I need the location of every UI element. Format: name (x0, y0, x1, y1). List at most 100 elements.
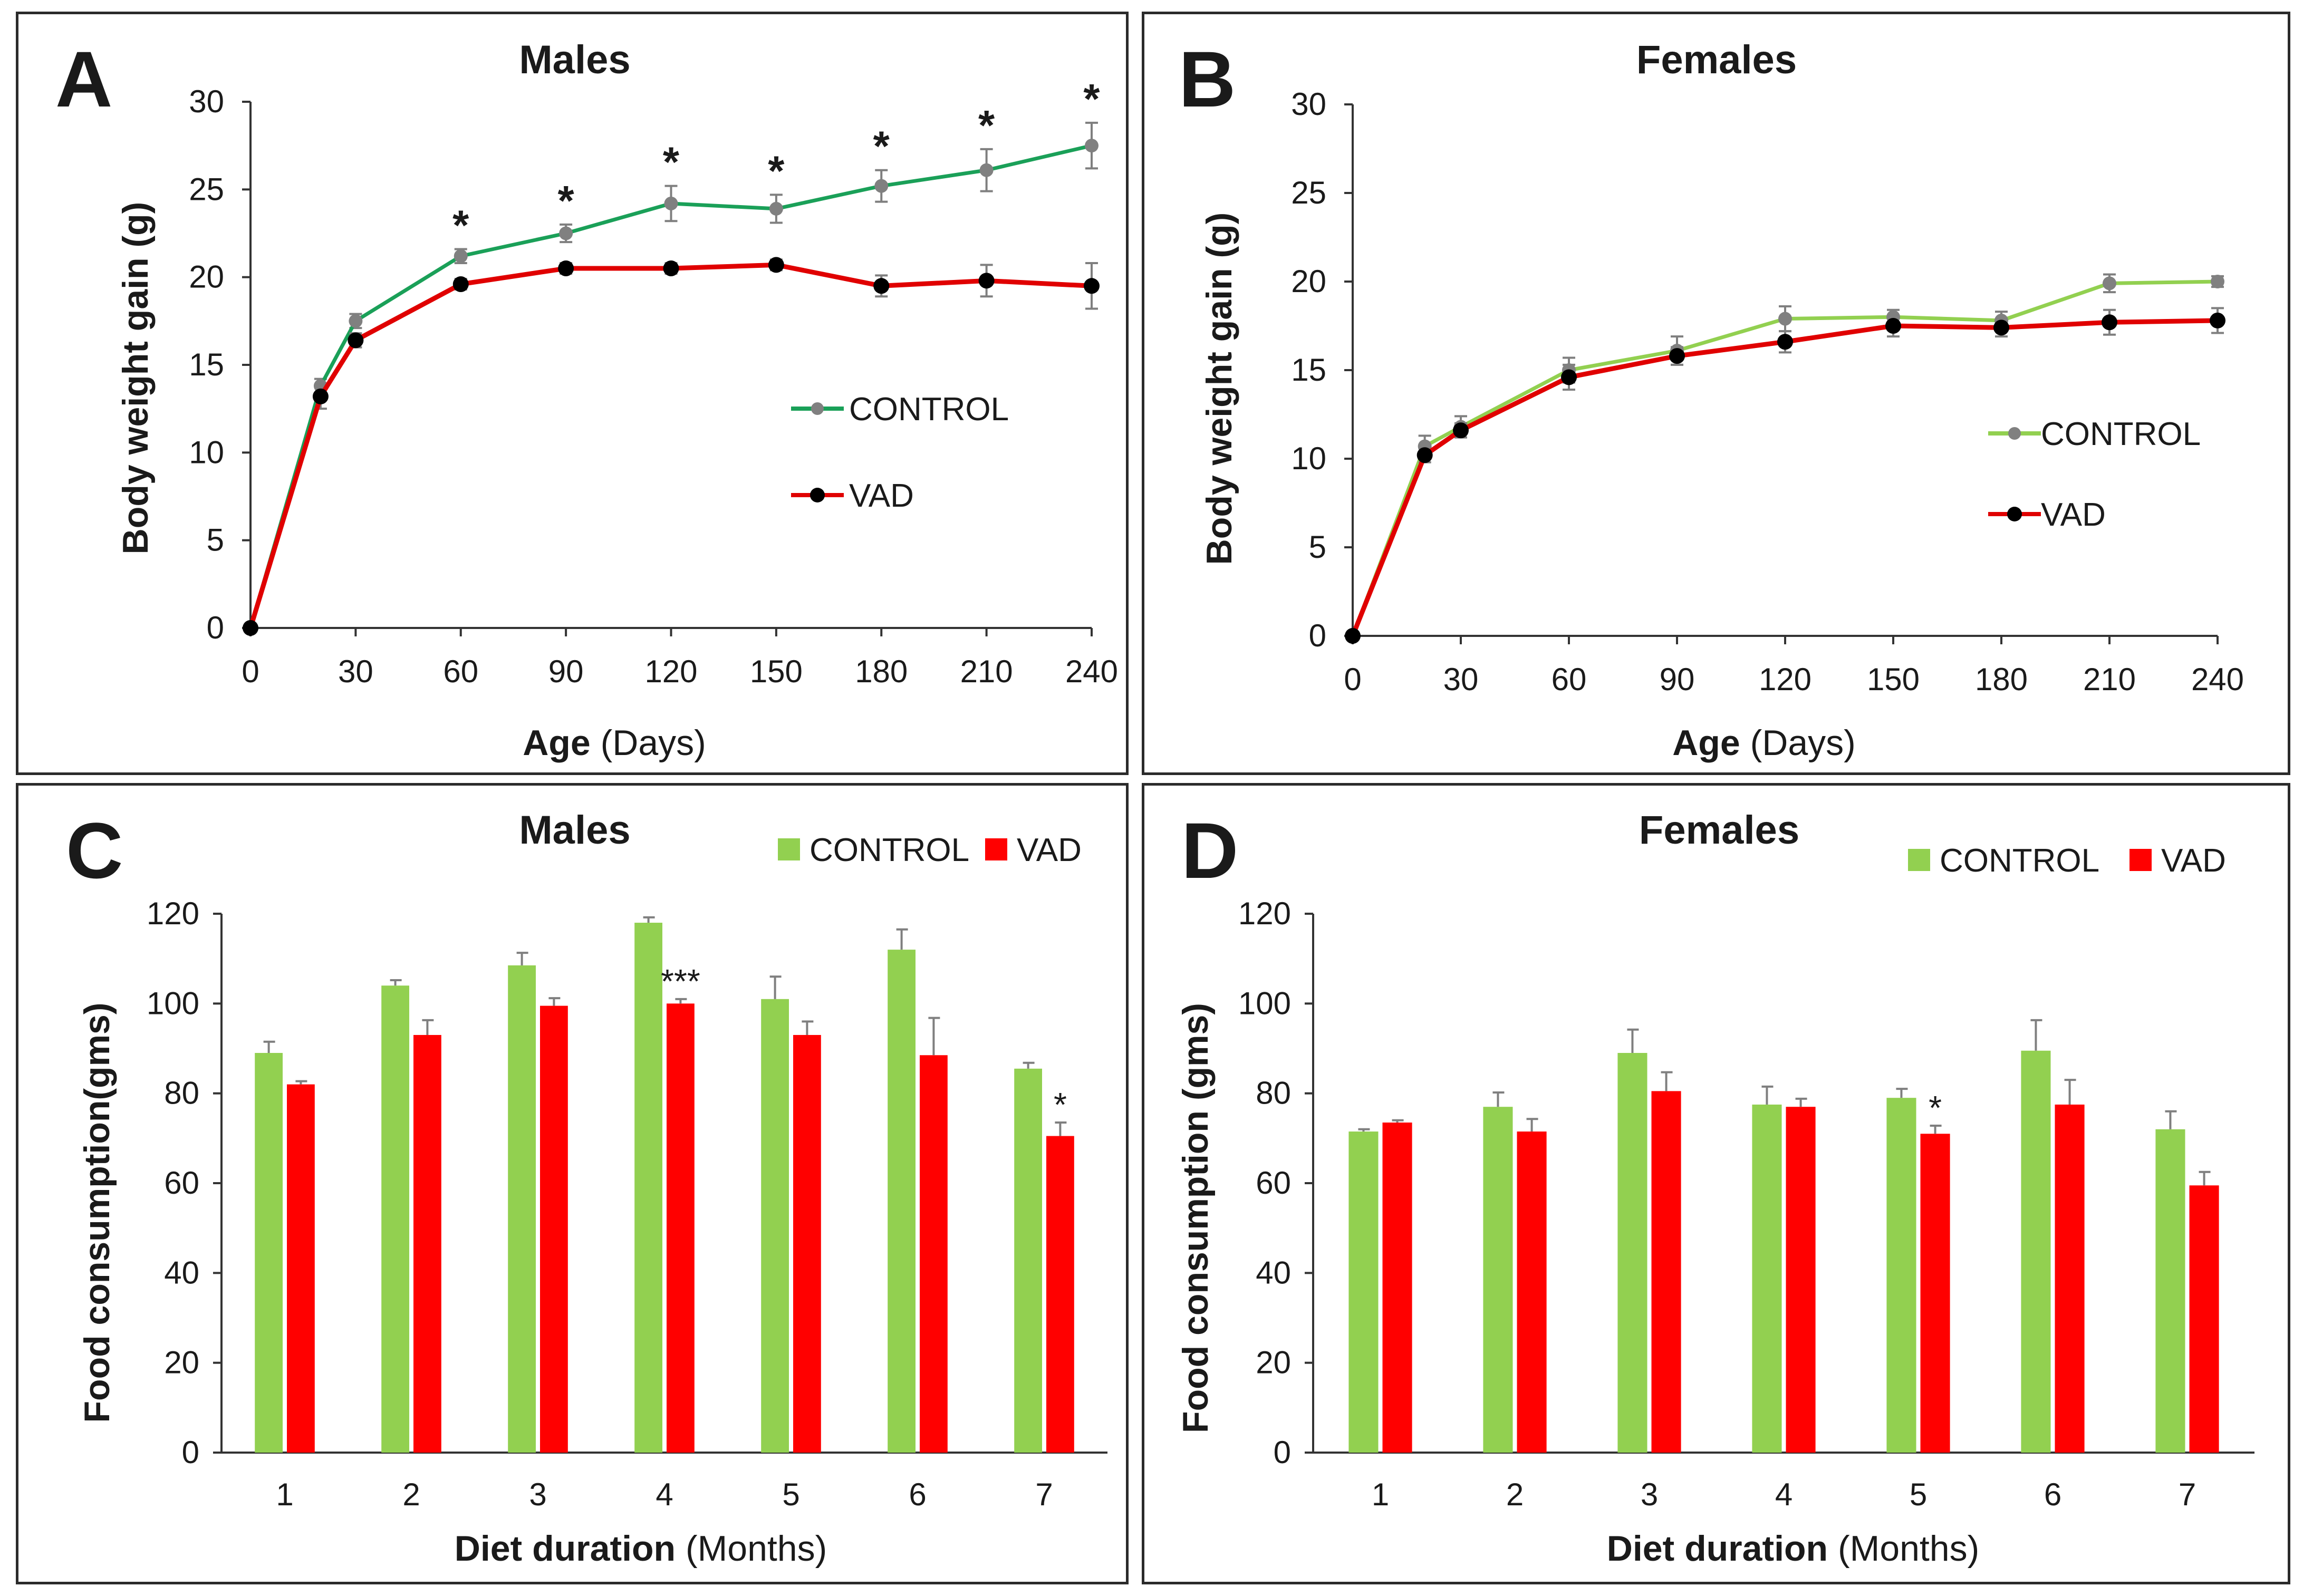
chart-a-control-line (248, 143, 1092, 628)
chart-d-y-tick-label: 0 (1274, 1435, 1291, 1470)
chart-b-x-tick-label: 150 (1867, 662, 1920, 697)
chart-a-significance-star: * (1083, 75, 1100, 122)
chart-c-control-bar (634, 923, 662, 1453)
chart-d-significance-star: * (1929, 1089, 1942, 1127)
legend-d-vad-label: VAD (2161, 843, 2226, 879)
chart-a-significance-star: * (452, 201, 469, 248)
legend-b-vad-marker (2007, 507, 2022, 521)
panel-a: A Males Body weight gain (g) Age (Days) … (16, 12, 1129, 775)
chart-c-control-bar (508, 965, 536, 1453)
chart-a-x-tick-label: 90 (548, 654, 584, 689)
chart-a-x-tick-label: 150 (750, 654, 803, 689)
chart-d-ylabel: Food consumption (gms) (1175, 1003, 1216, 1433)
chart-c-x-tick-label: 2 (402, 1477, 420, 1512)
chart-c-y-tick-label: 80 (164, 1076, 199, 1111)
chart-a-significance-star: * (978, 102, 995, 149)
chart-d-control-bar (1752, 1104, 1782, 1453)
chart-d-legend: CONTROL VAD (1908, 843, 2226, 879)
chart-a-vad-point (243, 620, 258, 636)
chart-c-y-tick-label: 60 (164, 1165, 199, 1201)
chart-c-x-tick-label: 1 (276, 1477, 293, 1512)
chart-c-svg: C Males Food consumption(gms) Diet durat… (66, 806, 1107, 1569)
chart-c-vad-bar (667, 1003, 695, 1453)
chart-d-y-tick-label: 40 (1256, 1255, 1291, 1290)
chart-c-vad-bar (540, 1005, 568, 1453)
chart-c-legend: CONTROL VAD (778, 832, 1082, 868)
chart-a-control-point (349, 314, 363, 328)
chart-a-vad-point (312, 388, 329, 404)
panel-letter-d: D (1181, 806, 1238, 895)
chart-d-y-tick-label: 60 (1256, 1165, 1291, 1201)
chart-c-title: Males (519, 808, 630, 853)
chart-a-legend: CONTROL VAD (791, 391, 1009, 514)
chart-c-vad-bar (1046, 1136, 1074, 1453)
chart-b-x-tick-label: 240 (2191, 662, 2244, 697)
chart-b-title: Females (1636, 37, 1797, 82)
legend-b-control-label: CONTROL (2041, 416, 2201, 452)
chart-a-title: Males (519, 37, 630, 82)
chart-b-control-line (1351, 279, 2218, 637)
chart-b-control-point (2211, 275, 2224, 288)
chart-c-control-bar (255, 1053, 283, 1453)
chart-b-y-tick-label: 10 (1291, 441, 1326, 476)
chart-c-vad-bar (793, 1034, 821, 1453)
chart-b-xlabel: Age (Days) (1672, 723, 1856, 763)
panel-d: D Females Food consumption (gms) Diet du… (1142, 783, 2290, 1584)
chart-d-y-tick-label: 80 (1256, 1076, 1291, 1111)
chart-a-y-tick-label: 10 (189, 434, 224, 470)
chart-a-vad-point (1084, 278, 1100, 294)
chart-d-x-tick-label: 6 (2044, 1477, 2061, 1512)
chart-a-y-tick-label: 30 (189, 84, 224, 119)
chart-a-significance-star: * (663, 139, 680, 186)
chart-b-x-tick-label: 120 (1759, 662, 1811, 697)
chart-b-vad-point (1885, 318, 1901, 334)
chart-d-y-tick-label: 100 (1238, 985, 1291, 1021)
chart-d-x-tick-label: 2 (1506, 1477, 1524, 1512)
chart-a-vad-line (248, 262, 1092, 629)
chart-a-vad-point (558, 260, 574, 277)
chart-d-title: Females (1639, 808, 1799, 853)
chart-d-plot: 0 20 40 60 80 100 120 1 2 3 4 5 6 7 * (1238, 896, 2254, 1512)
chart-d-xlabel: Diet duration (Months) (1607, 1529, 1980, 1569)
chart-a-control-point (979, 163, 994, 177)
chart-a-control-point (1085, 139, 1098, 153)
chart-a-control-point (664, 196, 678, 210)
chart-a-vad-point (978, 273, 995, 289)
chart-a-y-tick-label: 0 (207, 610, 224, 645)
chart-d-vad-bar (1920, 1134, 1950, 1453)
chart-c-vad-bar (287, 1084, 315, 1453)
chart-d-svg: D Females Food consumption (gms) Diet du… (1175, 806, 2254, 1569)
chart-d-vad-bar (1517, 1131, 1547, 1453)
chart-c-vad-bar (413, 1034, 441, 1453)
chart-b-x-tick-label: 0 (1344, 662, 1361, 697)
chart-b-ylabel: Body weight gain (g) (1199, 212, 1239, 565)
chart-b-y-tick-label: 0 (1309, 618, 1326, 653)
panel-letter-a: A (55, 35, 112, 123)
chart-a-control-point (769, 201, 783, 216)
chart-a-y-tick-label: 5 (207, 523, 224, 558)
chart-b-vad-point (1669, 348, 1685, 364)
chart-a-ylabel: Body weight gain (g) (115, 202, 156, 555)
chart-c-x-tick-label: 3 (529, 1477, 546, 1512)
chart-a-x-tick-label: 0 (242, 654, 259, 689)
chart-a-x-tick-label: 240 (1065, 654, 1118, 689)
chart-a-x-tick-label: 210 (960, 654, 1013, 689)
chart-b-vad-point (1453, 422, 1469, 439)
legend-d-vad-swatch (2129, 849, 2152, 871)
legend-b-vad-label: VAD (2041, 497, 2106, 533)
chart-a-control-point (454, 249, 468, 263)
chart-b-x-tick-label: 90 (1660, 662, 1695, 697)
legend-c-vad-swatch (985, 838, 1007, 860)
chart-c-x-tick-label: 6 (909, 1477, 926, 1512)
chart-b-y-tick-label: 20 (1291, 264, 1326, 299)
chart-d-y-tick-label: 20 (1256, 1345, 1291, 1380)
chart-a-x-tick-label: 180 (855, 654, 908, 689)
legend-a-control-label: CONTROL (849, 391, 1009, 428)
chart-c-control-bar (1014, 1068, 1042, 1453)
chart-a-significance-star: * (873, 123, 890, 170)
chart-b-vad-point (1777, 334, 1793, 350)
chart-a-svg: A Males Body weight gain (g) Age (Days) … (55, 35, 1118, 763)
chart-a-vad-point (452, 276, 469, 292)
chart-b-vad-point (1993, 320, 2009, 336)
